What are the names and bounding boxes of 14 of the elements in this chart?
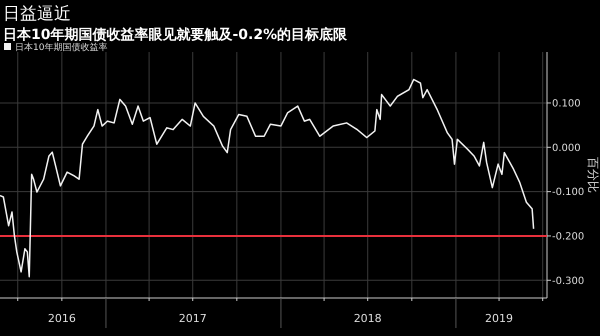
x-tick-label: 2016: [48, 312, 76, 325]
line-series: [0, 78, 534, 278]
chart-title: 日益逼近: [3, 4, 71, 24]
y-tick-label: 0.100: [552, 98, 581, 110]
y-tick-label: 0.000: [552, 142, 581, 154]
y-tick-label: -0.200: [552, 231, 584, 242]
x-tick-label: 2017: [178, 312, 207, 325]
y-tick-label: -0.300: [552, 276, 584, 287]
y-tick-label: -0.100: [552, 187, 584, 198]
x-tick-label: 2018: [354, 312, 382, 325]
legend-label: 日本10年期国债收益率: [15, 42, 108, 53]
chart-subtitle: 日本10年期国债收益率眼见就要触及-0.2%的目标底限: [3, 26, 348, 43]
y-axis-title: 百分比: [586, 157, 600, 193]
x-tick-label: 2019: [485, 312, 514, 325]
